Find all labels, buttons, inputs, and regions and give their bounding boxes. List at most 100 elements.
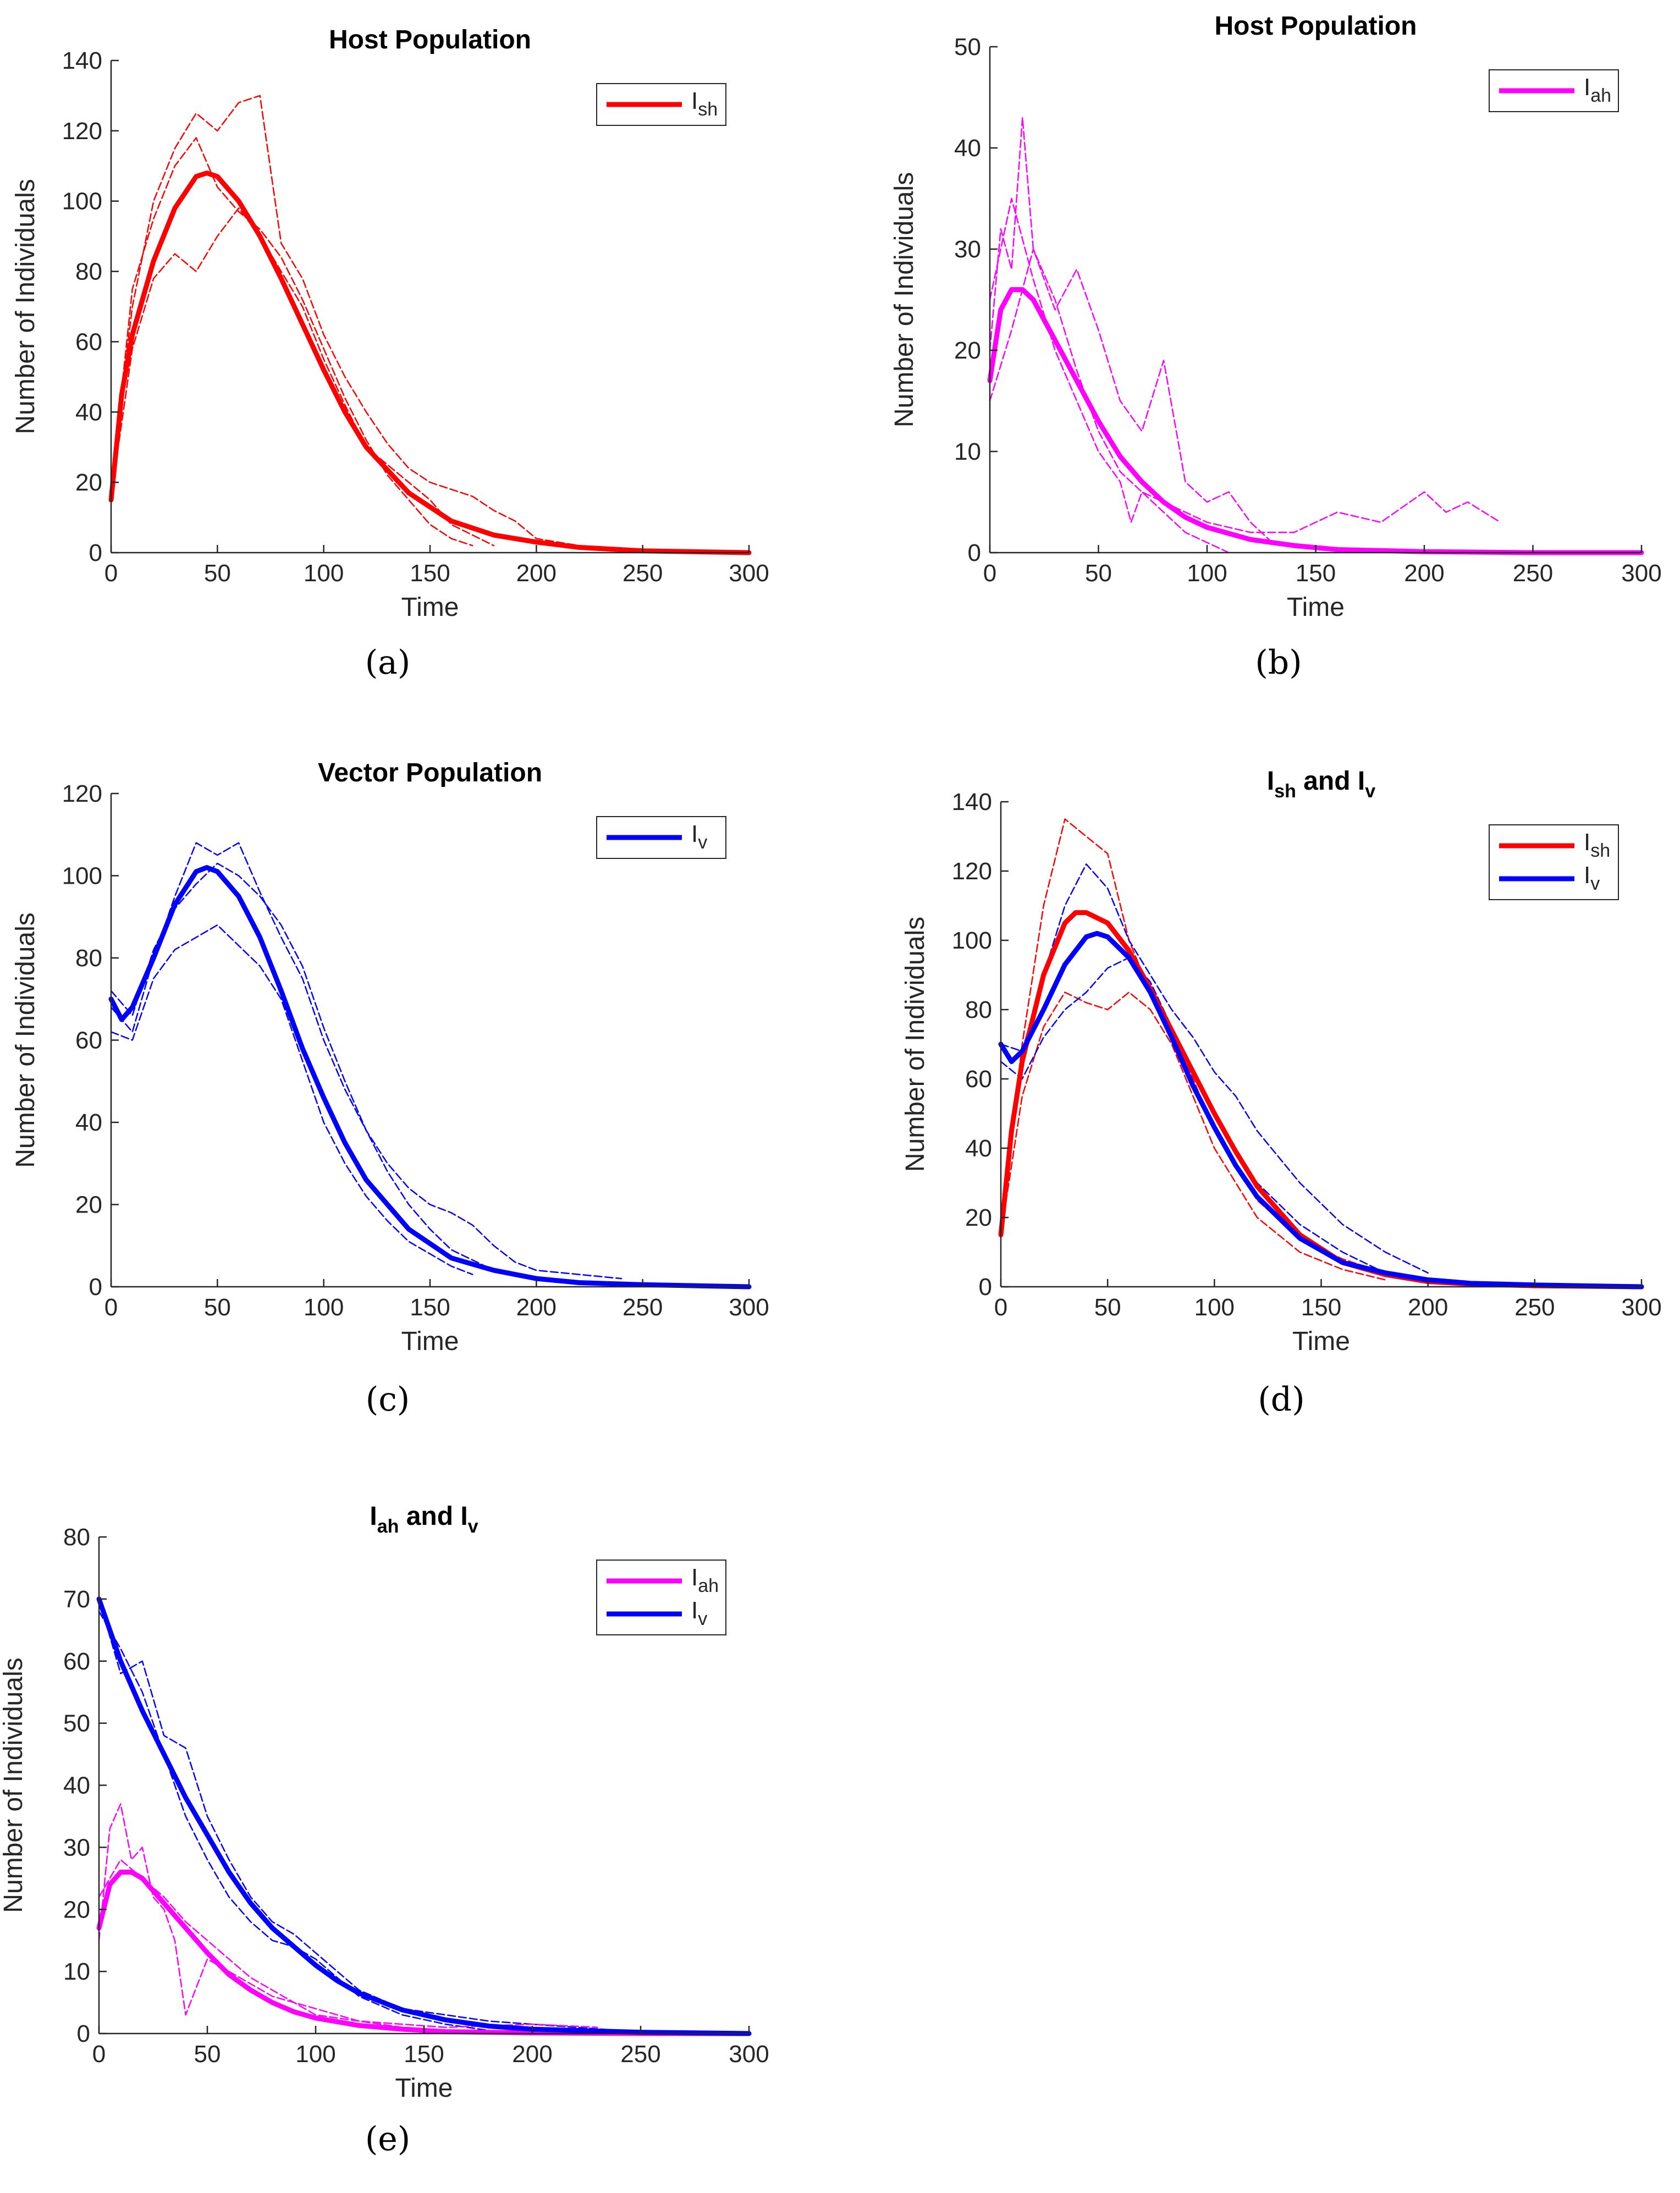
- y-tick-label: 40: [63, 1772, 90, 1799]
- legend: Iah: [1489, 69, 1619, 112]
- x-tick-label: 50: [1094, 1294, 1121, 1321]
- chart-panel-d: 0 50 100 150 200 250 300 0 20 40 60 80 100 120 140 Time…: [901, 767, 1662, 1419]
- x-tick-label: 200: [516, 560, 557, 587]
- y-tick-label: 20: [63, 1896, 90, 1923]
- legend-entry: Iv: [691, 820, 707, 853]
- series-line-realization: [1000, 863, 1429, 1274]
- y-tick-label: 40: [965, 1135, 992, 1162]
- x-tick-label: 200: [516, 1294, 557, 1321]
- y-tick-label: 40: [75, 1109, 102, 1136]
- y-tick-label: 80: [965, 996, 992, 1023]
- series-line-realization: [110, 842, 623, 1280]
- y-tick-label: 80: [63, 1524, 90, 1551]
- chart-title-tail: and I: [1296, 767, 1365, 796]
- series-line-mean: [96, 1870, 752, 2036]
- x-tick-label: 0: [983, 560, 996, 587]
- y-tick-label: 30: [63, 1834, 90, 1861]
- x-tick-label: 250: [1514, 1294, 1555, 1321]
- x-axis-label: Time: [401, 1327, 459, 1356]
- chart-title-subscript: v: [1365, 781, 1375, 802]
- y-tick-label: 60: [63, 1648, 90, 1675]
- y-tick-label: 40: [954, 135, 981, 162]
- y-tick-label: 0: [89, 539, 102, 566]
- chart-panel-b: 0 50 100 150 200 250 300 0 10 20 30 40 50 Time Number …: [890, 12, 1662, 682]
- y-tick-label: 60: [75, 1027, 102, 1054]
- x-tick-label: 300: [1621, 560, 1661, 587]
- panel-label: (e): [365, 2120, 410, 2158]
- x-tick-label: 250: [623, 560, 663, 587]
- y-tick-label: 100: [62, 188, 102, 215]
- panel-label: (d): [1258, 1380, 1304, 1419]
- series-line-realization: [98, 1803, 598, 2028]
- y-tick-label: 20: [75, 1192, 102, 1219]
- series-line-realization: [989, 248, 1501, 533]
- series-line-realization: [1000, 957, 1386, 1274]
- chart-title: Host Population: [329, 25, 531, 54]
- legend: Ish: [596, 83, 726, 126]
- legend-box: [1489, 824, 1619, 900]
- series-line-realization: [110, 924, 473, 1275]
- y-tick-label: 50: [954, 34, 981, 60]
- legend: Iv: [596, 816, 726, 859]
- series-line-mean: [987, 287, 1644, 555]
- panel-label: (c): [366, 1380, 410, 1419]
- y-axis-label: Number of Individuals: [901, 917, 930, 1172]
- y-tick-label: 140: [62, 47, 102, 74]
- y-tick-label: 80: [75, 945, 102, 972]
- x-tick-label: 150: [1296, 560, 1336, 587]
- x-tick-label: 250: [620, 2041, 660, 2068]
- legend-entry: Iv: [1584, 862, 1600, 894]
- chart-title-tail: and I: [399, 1502, 467, 1531]
- y-tick-label: 120: [62, 118, 102, 145]
- x-tick-label: 250: [623, 1294, 663, 1321]
- x-tick-label: 0: [92, 2041, 106, 2068]
- series-line-realization: [1000, 991, 1386, 1281]
- series-line-realization: [1000, 818, 1429, 1281]
- x-tick-label: 50: [204, 1294, 231, 1321]
- x-axis-label: Time: [401, 593, 459, 622]
- x-tick-label: 200: [1404, 560, 1444, 587]
- y-axis-label: Number of Individuals: [0, 1657, 28, 1913]
- y-tick-label: 120: [952, 858, 992, 885]
- x-tick-label: 300: [729, 1294, 769, 1321]
- x-tick-label: 50: [204, 560, 231, 587]
- x-tick-label: 300: [729, 560, 769, 587]
- x-tick-label: 250: [1513, 560, 1553, 587]
- x-tick-label: 100: [295, 2041, 335, 2068]
- y-tick-label: 50: [63, 1710, 90, 1737]
- x-tick-label: 100: [1194, 1294, 1235, 1321]
- series-line-mean: [998, 910, 1644, 1290]
- series-line-realization: [98, 1611, 490, 2031]
- chart-title-subscript: ah: [377, 1516, 399, 1537]
- series-line-realization: [110, 207, 495, 547]
- y-tick-label: 30: [954, 236, 981, 263]
- x-tick-label: 150: [404, 2041, 444, 2068]
- x-tick-label: 50: [1085, 560, 1112, 587]
- y-tick-label: 10: [954, 438, 981, 465]
- y-tick-label: 20: [965, 1204, 992, 1231]
- chart-panel-e: 0 50 100 150 200 250 300 0 10 20 30 40 50 60 70 80 Time N…: [0, 1502, 769, 2158]
- series-line-realization: [989, 117, 1273, 543]
- x-tick-label: 0: [994, 1294, 1007, 1321]
- x-tick-label: 0: [104, 1294, 118, 1321]
- legend-entry: Iv: [691, 1597, 707, 1629]
- y-tick-label: 20: [75, 469, 102, 496]
- chart-title: Host Population: [1215, 12, 1417, 41]
- chart-title: Vector Population: [318, 758, 542, 787]
- y-tick-label: 60: [75, 328, 102, 355]
- y-tick-label: 60: [965, 1066, 992, 1093]
- y-axis-label: Number of Individuals: [11, 912, 40, 1167]
- y-tick-label: 20: [954, 337, 981, 364]
- y-tick-label: 0: [968, 539, 981, 566]
- series-line-realization: [110, 95, 580, 547]
- y-axis-label: Number of Individuals: [11, 179, 40, 434]
- x-tick-label: 200: [1408, 1294, 1448, 1321]
- legend-entry: Ish: [691, 87, 718, 120]
- series-line-mean: [108, 865, 752, 1290]
- panel-label: (a): [365, 643, 411, 682]
- x-tick-label: 300: [1621, 1294, 1661, 1321]
- y-tick-label: 100: [952, 927, 992, 954]
- x-tick-label: 100: [304, 560, 344, 587]
